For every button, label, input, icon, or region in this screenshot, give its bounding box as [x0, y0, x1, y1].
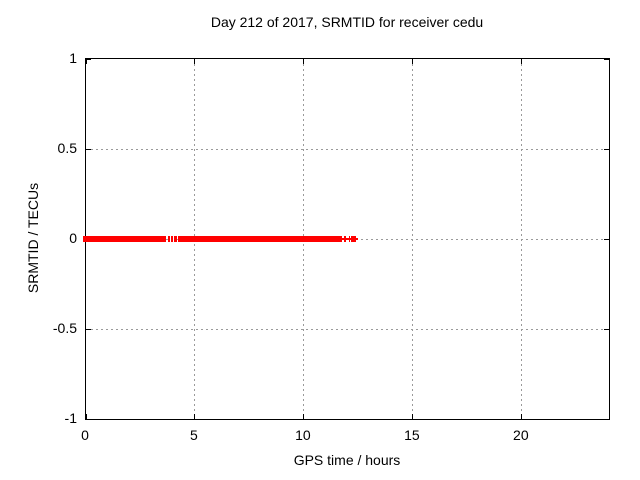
x-tick-mark-top [412, 59, 414, 64]
x-tick-label: 5 [190, 427, 198, 443]
y-tick-mark-left [86, 148, 91, 150]
data-series-segment [178, 236, 342, 242]
y-tick-mark-right [604, 148, 609, 150]
data-series-segment [174, 236, 178, 242]
gridline-horizontal [86, 328, 609, 330]
data-series-segment [343, 236, 346, 242]
x-tick-mark-bottom [303, 414, 305, 419]
x-tick-mark-top [521, 59, 523, 64]
chart-title: Day 212 of 2017, SRMTID for receiver ced… [210, 14, 484, 30]
y-tick-mark-right [604, 328, 609, 330]
y-tick-label: -0.5 [52, 320, 77, 336]
y-tick-mark-left [86, 58, 91, 60]
y-tick-mark-right [604, 418, 609, 420]
data-series-segment [171, 236, 174, 242]
data-series-segment [352, 236, 357, 242]
x-tick-label: 0 [81, 427, 89, 443]
data-series-segment [83, 236, 167, 242]
plot-area [83, 58, 610, 420]
gridline-horizontal [86, 148, 609, 150]
x-tick-mark-bottom [85, 414, 87, 419]
x-tick-label: 15 [404, 427, 420, 443]
y-tick-mark-left [86, 328, 91, 330]
y-tick-mark-left [86, 418, 91, 420]
x-tick-mark-top [194, 59, 196, 64]
y-tick-label: -1 [64, 410, 77, 426]
x-tick-mark-bottom [194, 414, 196, 419]
y-tick-label: 0.5 [57, 140, 77, 156]
y-tick-mark-right [604, 58, 609, 60]
x-tick-mark-top [303, 59, 305, 64]
x-axis-label: GPS time / hours [293, 452, 401, 468]
data-series-segment [167, 236, 171, 242]
y-tick-mark-right [604, 238, 609, 240]
data-series-segment [348, 236, 351, 242]
data-series-segment [350, 236, 353, 242]
y-tick-label: 0 [69, 230, 77, 246]
x-tick-mark-bottom [412, 414, 414, 419]
y-tick-label: 1 [69, 50, 77, 66]
x-tick-label: 20 [513, 427, 529, 443]
x-tick-mark-top [85, 59, 87, 64]
x-tick-label: 10 [295, 427, 311, 443]
x-tick-mark-bottom [521, 414, 523, 419]
